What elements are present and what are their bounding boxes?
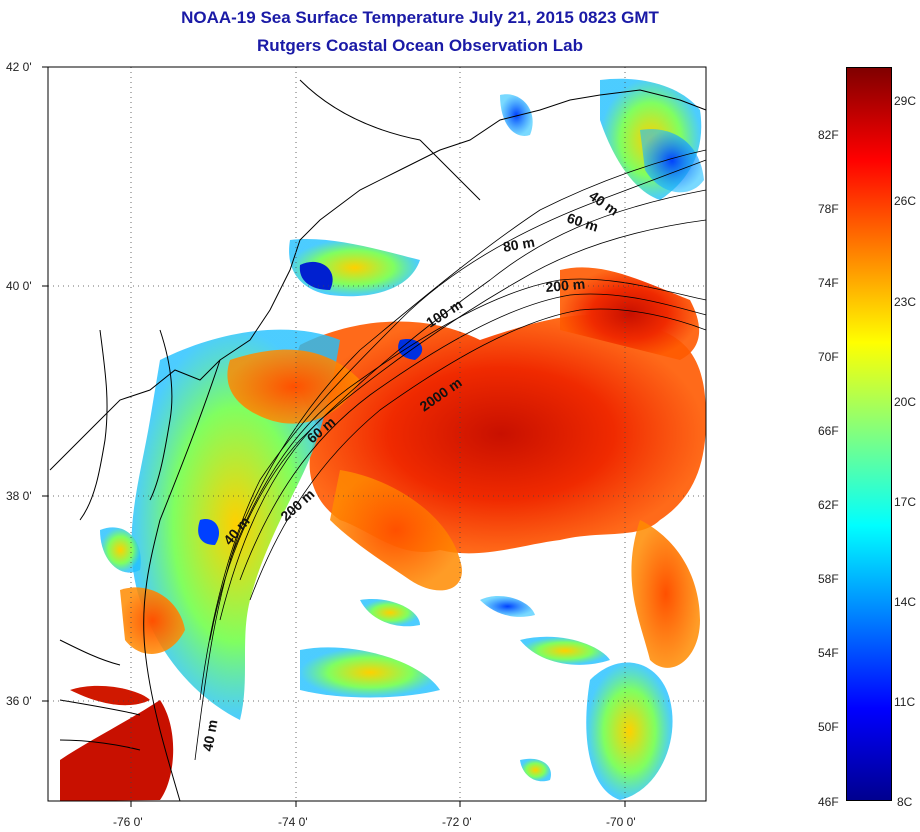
lon-label: -72 0' — [442, 815, 472, 829]
map-title: NOAA-19 Sea Surface Temperature July 21,… — [181, 8, 659, 27]
bathymetry-contours — [194, 149, 707, 761]
colorbar-c-label: 14C — [894, 595, 917, 609]
color-bar — [846, 67, 892, 801]
contour-label: 200 m — [545, 276, 586, 295]
colorbar-f-label: 54F — [818, 646, 839, 660]
colorbar-c-label: 11C — [894, 695, 916, 709]
colorbar-f-label: 66F — [818, 424, 839, 438]
colorbar-c-label: 20C — [894, 395, 917, 409]
coastline — [49, 79, 707, 802]
lat-label: 42 0' — [6, 60, 32, 74]
contour-label: 40 m — [586, 187, 621, 218]
colorbar-c-label: 26C — [894, 194, 917, 208]
colorbar-f-label: 74F — [818, 276, 839, 290]
colorbar-c-label: 23C — [894, 295, 917, 309]
contour-label: 60 m — [565, 210, 600, 235]
lat-label: 40 0' — [6, 279, 32, 293]
colorbar-c-label: 17C — [894, 495, 917, 509]
sst-field — [60, 78, 706, 801]
lon-label: -70 0' — [606, 815, 636, 829]
colorbar-f-label: 46F — [818, 795, 839, 809]
lat-label: 36 0' — [6, 694, 32, 708]
lat-label: 38 0' — [6, 489, 32, 503]
colorbar-f-label: 70F — [818, 350, 839, 364]
map-subtitle: Rutgers Coastal Ocean Observation Lab — [257, 36, 583, 55]
axis-ticks — [42, 66, 626, 807]
colorbar-f-label: 62F — [818, 498, 839, 512]
colorbar-f-label: 50F — [818, 720, 839, 734]
lon-label: -76 0' — [113, 815, 143, 829]
lon-label: -74 0' — [278, 815, 308, 829]
contour-label: 40 m — [199, 718, 220, 752]
colorbar-c-label: 29C — [894, 94, 917, 108]
contour-label: 80 m — [502, 234, 536, 255]
colorbar-f-label: 78F — [818, 202, 839, 216]
colorbar-f-label: 82F — [818, 128, 839, 142]
colorbar-f-label: 58F — [818, 572, 839, 586]
map-frame — [47, 66, 707, 802]
colorbar-c-label: 8C — [897, 795, 913, 809]
